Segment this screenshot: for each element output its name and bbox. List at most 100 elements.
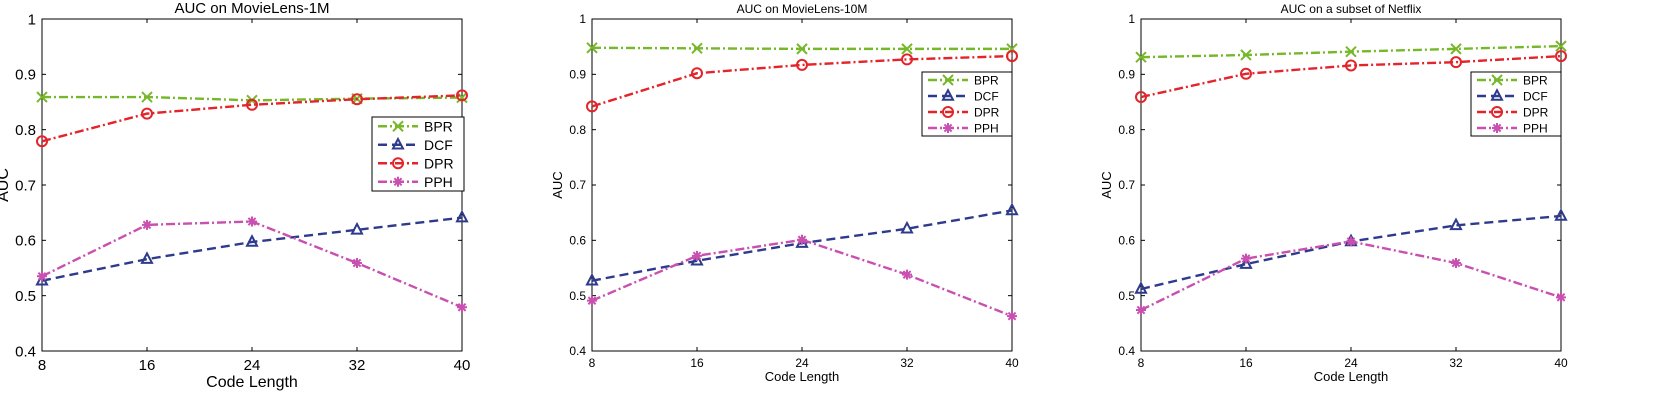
plot-area	[591, 18, 1013, 352]
series-pph	[587, 234, 1017, 322]
x-tick-label: 16	[139, 357, 156, 374]
legend-marker-bpr	[1491, 74, 1503, 86]
data-point-dcf	[1005, 202, 1019, 216]
data-point-dcf	[455, 209, 469, 223]
y-tick-label: 0.6	[1118, 234, 1135, 248]
y-tick-label: 0.6	[15, 233, 36, 250]
data-point-pph	[1007, 311, 1017, 322]
y-tick-label: 0.4	[15, 343, 36, 360]
x-tick-label: 32	[349, 357, 366, 374]
x-tick-label: 8	[1138, 356, 1145, 370]
data-point-dpr	[246, 98, 258, 111]
x-tick-label: 24	[1344, 356, 1358, 370]
series-line-dpr	[41, 94, 463, 143]
data-point-dcf	[1554, 208, 1568, 221]
series-line-dpr	[1140, 54, 1562, 99]
legend-marker-pph	[393, 176, 403, 187]
data-point-pph	[587, 295, 597, 306]
y-tick-label: 0.9	[15, 67, 36, 84]
legend-label-dpr: DPR	[974, 105, 1000, 119]
y-tick-label: 0.8	[15, 122, 36, 139]
y-tick-label: 0.7	[1118, 178, 1135, 192]
data-point-dpr	[36, 135, 48, 148]
y-tick-label: 0.7	[569, 178, 586, 192]
chart-panel-1: AUC on MovieLens-1M 8 16 24 32 40 0.4 0.5 0.6 0.7…	[0, 0, 470, 391]
data-point-dpr	[456, 89, 468, 102]
data-point-dpr	[1450, 56, 1462, 69]
y-tick-label: 0.5	[1118, 289, 1135, 303]
legend-label-dpr: DPR	[1523, 105, 1549, 119]
data-point-bpr	[1345, 45, 1357, 58]
series-dpr	[586, 50, 1018, 113]
y-tick-label: 0.5	[15, 288, 36, 305]
series-pph	[37, 216, 467, 313]
y-axis-label: AUC	[550, 171, 565, 198]
data-point-dpr	[901, 53, 913, 66]
x-tick-label: 16	[690, 356, 704, 370]
data-point-pph	[457, 302, 467, 313]
data-point-dcf	[1134, 281, 1148, 294]
legend-marker-bpr	[942, 74, 954, 86]
data-point-pph	[692, 250, 702, 261]
legend-marker-dpr	[392, 157, 404, 170]
data-point-bpr	[796, 43, 808, 55]
data-point-bpr	[36, 91, 48, 103]
series-dpr	[1135, 50, 1567, 104]
series-dpr	[36, 89, 468, 148]
data-point-bpr	[1555, 40, 1567, 52]
data-point-dcf	[690, 252, 704, 266]
series-bpr	[1135, 40, 1567, 63]
y-tick-label: 1	[1128, 12, 1135, 26]
x-tick-label: 8	[38, 357, 46, 374]
y-tick-label: 0.8	[1118, 123, 1135, 137]
legend-label-bpr: BPR	[1523, 73, 1548, 87]
legend-marker-dcf	[941, 88, 955, 101]
data-point-pph	[1556, 292, 1566, 303]
data-point-pph	[247, 216, 257, 227]
legend-label-dcf: DCF	[974, 89, 999, 103]
legend-label-pph: PPH	[974, 121, 999, 135]
data-point-dcf	[900, 220, 914, 234]
y-tick-label: 0.8	[569, 123, 586, 137]
data-point-dpr	[796, 58, 808, 71]
y-tick-label: 0.4	[1118, 344, 1135, 358]
chart-panel-3: AUC on a subset of Netflix 8 16 24 32 40 0.4 0.…	[1099, 2, 1568, 384]
legend-marker-pph	[1492, 123, 1502, 133]
y-tick-label: 1	[28, 11, 36, 28]
data-point-pph	[797, 234, 807, 245]
data-point-pph	[142, 219, 152, 230]
y-axis-label: AUC	[0, 168, 12, 202]
legend-label-pph: PPH	[424, 174, 453, 190]
x-tick-label: 40	[1005, 356, 1019, 370]
data-point-pph	[1241, 253, 1251, 264]
data-point-dpr	[586, 100, 598, 113]
chart-title: AUC on a subset of Netflix	[1281, 2, 1422, 16]
legend-label-dcf: DCF	[424, 137, 453, 153]
legend-label-dcf: DCF	[1523, 89, 1548, 103]
data-point-bpr	[586, 42, 598, 54]
x-tick-label: 16	[1239, 356, 1253, 370]
data-point-dcf	[245, 234, 259, 247]
data-point-dpr	[1555, 50, 1567, 63]
legend-label-bpr: BPR	[424, 118, 453, 134]
data-point-dpr	[1135, 91, 1147, 104]
x-tick-label: 40	[1554, 356, 1568, 370]
legend-box	[371, 116, 465, 192]
legend-box	[921, 71, 1013, 137]
data-point-pph	[1346, 236, 1356, 247]
legend-marker-dcf	[1490, 88, 1504, 101]
legend: BPR DCF DPR PPH	[1470, 71, 1562, 137]
plot-area	[1140, 18, 1562, 352]
y-axis-label: AUC	[1099, 171, 1114, 198]
chart-panel-2: AUC on MovieLens-10M 8 16 24 32 40 0.4 0.5 0.6 0.…	[550, 2, 1019, 384]
data-point-dcf	[585, 272, 599, 286]
legend: BPR DCF DPR PPH	[921, 71, 1013, 137]
data-point-dpr	[351, 93, 363, 106]
data-point-pph	[37, 271, 47, 282]
y-tick-label: 1	[579, 12, 586, 26]
x-tick-label: 8	[589, 356, 596, 370]
chart-title: AUC on MovieLens-1M	[174, 0, 329, 17]
x-axis-label: Code Length	[206, 374, 298, 391]
legend-marker-bpr	[392, 120, 404, 132]
